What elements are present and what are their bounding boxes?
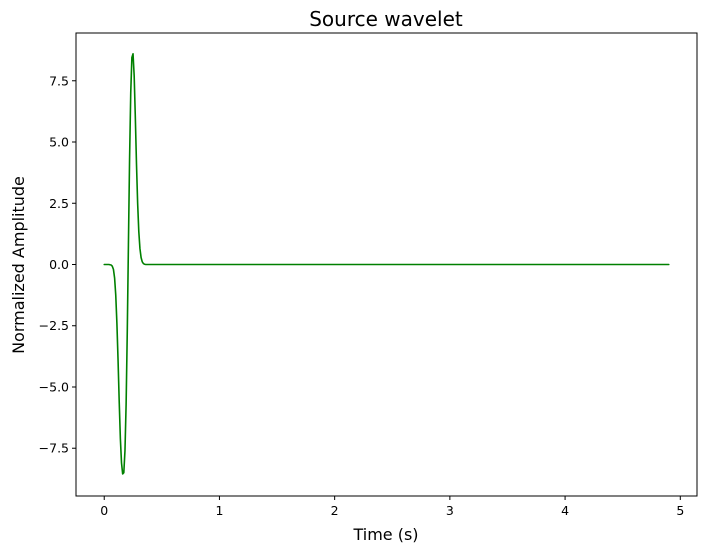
y-tick-label: 0.0 <box>49 257 69 272</box>
x-axis-title: Time (s) <box>352 525 418 544</box>
y-tick-label: −5.0 <box>39 379 69 394</box>
y-tick-label: −2.5 <box>39 318 69 333</box>
y-tick-label: 7.5 <box>49 73 69 88</box>
x-tick-label: 5 <box>676 503 684 518</box>
y-axis-title: Normalized Amplitude <box>9 176 28 354</box>
series-layer <box>103 53 670 475</box>
x-tick-label: 3 <box>446 503 454 518</box>
x-tick-label: 0 <box>100 503 108 518</box>
x-axis-ticks: 0 1 2 3 4 5 <box>100 496 684 518</box>
x-tick-label: 4 <box>561 503 569 518</box>
x-tick-label: 1 <box>215 503 223 518</box>
y-axis-ticks: −7.5 −5.0 −2.5 0.0 2.5 5.0 7.5 <box>39 73 76 456</box>
y-tick-label: 2.5 <box>49 196 69 211</box>
chart-title: Source wavelet <box>309 7 463 31</box>
plot-frame <box>75 32 698 497</box>
y-tick-label: −7.5 <box>39 441 69 456</box>
wavelet-line <box>103 53 670 475</box>
y-tick-label: 5.0 <box>49 135 69 150</box>
x-tick-label: 2 <box>331 503 339 518</box>
